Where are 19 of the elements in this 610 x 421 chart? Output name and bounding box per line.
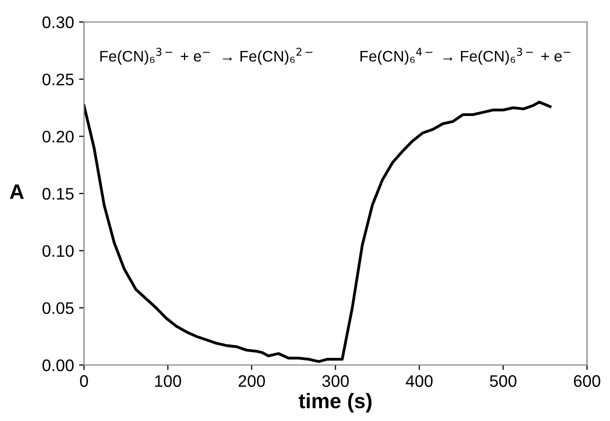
x-tick-label: 600 bbox=[574, 375, 600, 387]
x-axis-title: time (s) bbox=[298, 393, 372, 412]
x-tick-label: 100 bbox=[155, 375, 182, 387]
y-tick-label: 0.05 bbox=[42, 302, 74, 314]
y-tick-label: 0.15 bbox=[42, 188, 74, 200]
y-tick-label: 0.30 bbox=[42, 16, 74, 28]
y-tick-label: 0.10 bbox=[42, 245, 74, 257]
line-series bbox=[84, 100, 552, 363]
y-tick-label: 0.25 bbox=[42, 74, 74, 86]
x-tick-label: 500 bbox=[490, 375, 516, 387]
x-tick-label: 200 bbox=[238, 375, 265, 387]
y-axis-title: A bbox=[10, 184, 24, 199]
text: Fe(CN)₆$^{3−}$ + e$^{−}$ → Fe(CN)₆$^{2−}$ bbox=[100, 48, 312, 65]
annotation: Fe(CN)₆$^{4−}$ → Fe(CN)₆$^{3−}$ + e$^{−}$ bbox=[360, 48, 570, 65]
y-tick-label: 0.00 bbox=[42, 359, 74, 372]
x-tick-label: 400 bbox=[406, 375, 433, 387]
y-tick-label: 0.20 bbox=[42, 130, 74, 143]
x-tick-label: 0 bbox=[80, 375, 88, 387]
x-tick-label: 300 bbox=[322, 375, 349, 387]
